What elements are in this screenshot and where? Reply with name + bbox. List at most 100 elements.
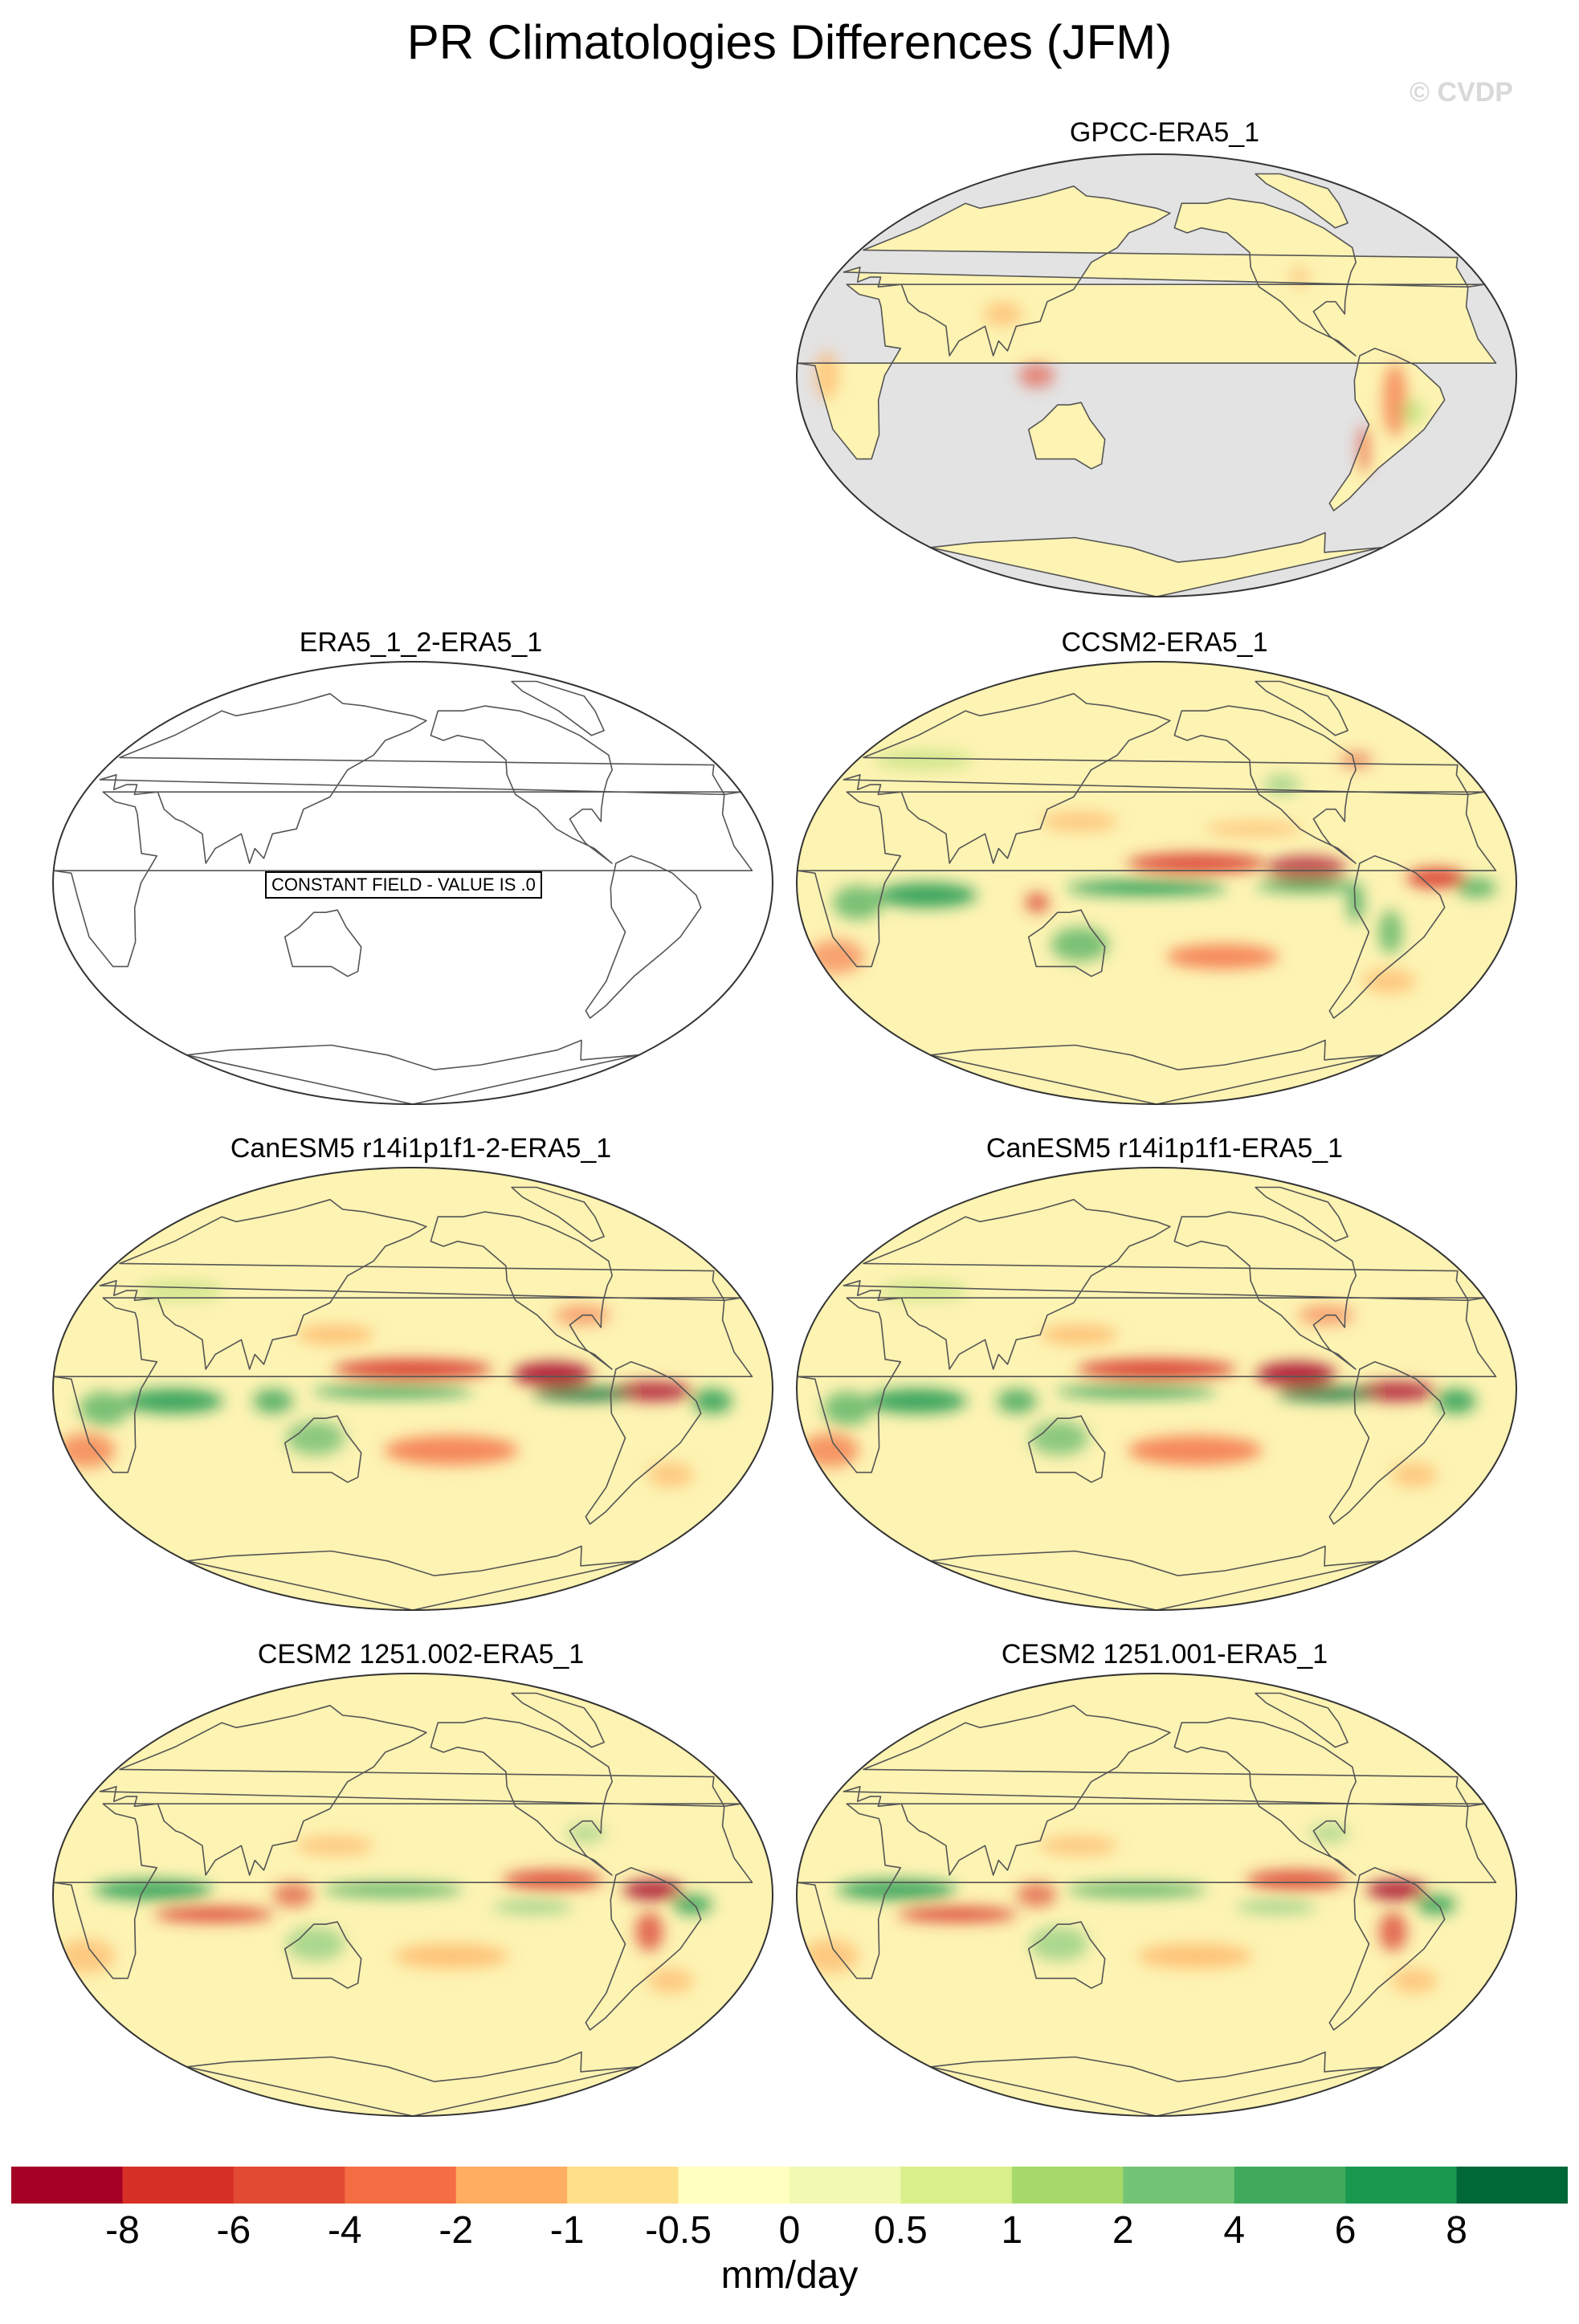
field-anomaly [502,1869,602,1890]
coastline-greenland [1255,1692,1348,1748]
land-field [1028,402,1105,469]
field-anomaly [1256,879,1357,892]
field-anomaly [1435,1388,1476,1414]
coastline-southAmerica [1328,1867,1446,2031]
field-anomaly [153,1906,274,1922]
map-canesm5 [795,1166,1518,1612]
coastline-eurasia [843,1705,1469,1876]
field-anomaly [814,350,839,401]
field-anomaly [323,1882,463,1898]
coastline-greenland [511,1692,605,1748]
coastline-greenland [511,680,605,736]
coastline-australia [284,1415,362,1483]
field-anomaly [1358,424,1370,474]
field-anomaly [286,1926,345,1962]
coastline-southAmerica [1328,348,1446,512]
land-field [930,532,1381,597]
field-anomaly [867,1388,967,1414]
map-border [52,661,773,1105]
cvdp-watermark: © CVDP [1410,77,1513,108]
colorbar-tick-label: 6 [1334,2209,1357,2252]
colorbar-swatch [1234,2167,1346,2204]
field-anomaly [1339,752,1373,768]
coastline-eurasia [843,186,1469,357]
field-anomaly [1391,1968,1438,1993]
map-gpcc [795,153,1518,598]
map-svg [796,1167,1517,1611]
map-svg [796,153,1517,597]
field-anomaly [1126,853,1267,874]
field-anomaly [672,1894,712,1914]
field-anomaly [801,1939,859,1974]
field-anomaly [801,1433,859,1468]
field-anomaly [1362,968,1417,994]
map-border [796,153,1517,597]
coastline-southAmerica [1328,855,1446,1019]
field-anomaly [1416,1894,1456,1914]
colorbar-tick-label: 1 [1001,2209,1023,2252]
colorbar-tick-label: -0.5 [645,2209,712,2252]
colorbar-tick-label: 0.5 [874,2209,928,2252]
field-anomaly [1016,1882,1057,1907]
colorbar-tick-label: 8 [1446,2209,1467,2252]
panel-title-gpcc: GPCC-ERA5_1 [1069,117,1260,148]
field-anomaly [1040,1325,1118,1345]
field-anomaly [1030,1421,1089,1456]
coastline-greenland [511,1186,605,1242]
colorbar-tick-label: 2 [1112,2209,1134,2252]
field-anomaly [1041,811,1119,832]
colorbar-swatch [900,2167,1013,2204]
map-border [796,1167,1517,1611]
panel-title-canesm5: CanESM5 r14i1p1f1-ERA5_1 [985,1133,1344,1164]
colorbar-swatch [1345,2167,1458,2204]
panel-title-era5-2: ERA5_1_2-ERA5_1 [299,627,543,658]
coastline-northAmerica [1173,1717,1357,1876]
field-anomaly [647,1968,694,1993]
field-anomaly [1348,883,1364,923]
field-anomaly [92,1880,214,1900]
field-anomaly [836,1880,957,1900]
land-field [1329,348,1445,511]
colorbar-swatch [11,2167,124,2204]
coastline-northAmerica [1173,705,1357,864]
map-border [52,1673,773,2117]
constant-field-note: CONSTANT FIELD - VALUE IS .0 [265,871,542,899]
coastline-eurasia [843,1199,1469,1370]
colorbar-tick-label: -1 [549,2209,585,2252]
colorbar-swatch [122,2167,235,2204]
field-anomaly [253,1388,293,1414]
map-svg [796,1673,1517,2117]
colorbar-swatch [1011,2167,1124,2204]
coastline-africa [797,791,1497,968]
field-anomaly [692,1388,732,1414]
colorbar-tick-label: 0 [778,2209,801,2252]
field-anomaly [1379,1911,1407,1951]
field-anomaly [1076,1359,1237,1380]
field-anomaly [1137,1943,1253,1969]
field-anomaly [833,885,883,920]
field-anomaly [1456,878,1496,898]
coastline-greenland [1255,680,1348,736]
map-svg [796,661,1517,1105]
map-svg [52,1167,773,1611]
field-anomaly [1391,1462,1438,1487]
coastline-eurasia [99,693,725,864]
field-anomaly [286,1421,345,1456]
field-anomaly [1310,1823,1349,1844]
field-anomaly [1378,910,1402,955]
field-anomaly [272,1882,313,1907]
field-anomaly [622,1880,683,1900]
map-canesm5-2 [51,1166,774,1612]
coastline-greenland [1255,1186,1348,1242]
field-anomaly [135,1280,225,1301]
field-anomaly [1356,1381,1437,1401]
field-anomaly [1165,944,1279,969]
map-border [796,661,1517,1105]
coastline-northAmerica [1173,1211,1357,1370]
coastline-eurasia [843,693,1469,864]
field-anomaly [1205,822,1302,837]
field-anomaly [1128,1435,1263,1466]
colorbar-swatch [678,2167,790,2204]
land-field [1255,173,1348,228]
coastline-eurasia [99,1199,725,1370]
